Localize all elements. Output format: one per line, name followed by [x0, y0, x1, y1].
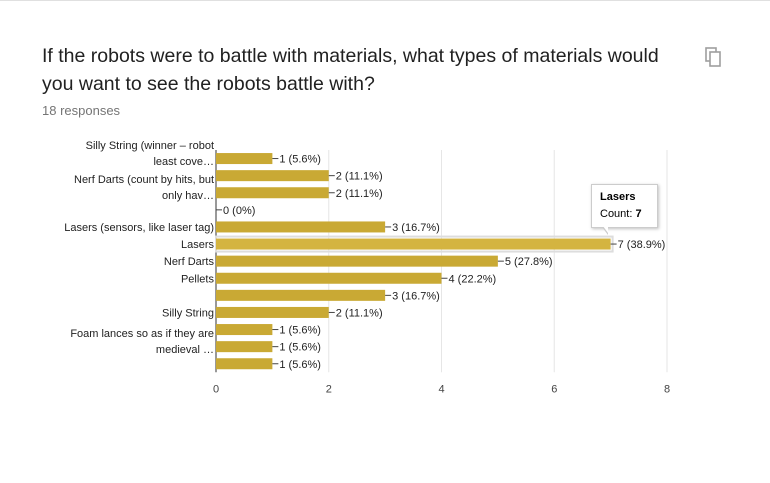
value-label: 7 (38.9%): [618, 239, 666, 251]
value-label: 1 (5.6%): [279, 359, 321, 371]
category-label: Silly String (winner – robot: [86, 140, 214, 152]
value-label: 1 (5.6%): [279, 342, 321, 354]
bar-chart: 0 2 4 6 8 1 (5.6%) Silly String (winner – robo…: [64, 140, 670, 395]
bar: [216, 272, 442, 284]
bar: [216, 341, 273, 353]
category-label: only hav…: [162, 190, 214, 202]
question-title: If the robots were to battle with materi…: [42, 45, 659, 95]
bar: [216, 238, 611, 250]
bar: [216, 358, 273, 370]
category-label: Pellets: [181, 273, 215, 285]
bar: [216, 221, 386, 233]
x-tick-label: 0: [213, 383, 219, 395]
response-count: 18 responses: [42, 103, 121, 118]
value-label: 2 (11.1%): [336, 171, 383, 183]
x-tick-label: 4: [438, 383, 444, 395]
value-label: 2 (11.1%): [336, 188, 383, 200]
value-label: 1 (5.6%): [279, 154, 321, 166]
bar: [216, 324, 273, 336]
copy-icon[interactable]: [702, 46, 726, 70]
bar: [216, 187, 329, 199]
category-label: Nerf Darts (count by hits, but: [74, 174, 214, 186]
category-label: Lasers (sensors, like laser tag): [64, 222, 214, 234]
bar: [216, 306, 329, 318]
tooltip-pointer-inner: [603, 226, 608, 233]
category-label: least cove…: [153, 156, 214, 168]
bar: [216, 153, 273, 165]
x-tick-label: 6: [551, 383, 557, 395]
bar: [216, 289, 386, 301]
x-tick-label: 2: [326, 383, 332, 395]
category-label: Lasers: [181, 239, 215, 251]
category-label: Silly String: [162, 307, 214, 319]
value-label: 0 (0%): [223, 205, 255, 217]
category-label: Foam lances so as if they are: [70, 328, 214, 340]
chart-tooltip: Lasers Count: 7: [591, 184, 658, 228]
value-label: 2 (11.1%): [336, 307, 383, 319]
bar: [216, 170, 329, 182]
x-tick-label: 8: [664, 383, 670, 395]
value-label: 3 (16.7%): [392, 290, 440, 302]
category-label: medieval …: [156, 344, 214, 356]
bar: [216, 255, 498, 267]
category-label: Nerf Darts: [164, 256, 215, 268]
value-label: 5 (27.8%): [505, 256, 553, 268]
value-label: 1 (5.6%): [279, 325, 321, 337]
tooltip-count: Count: 7: [600, 208, 642, 220]
tooltip-category: Lasers: [600, 191, 636, 203]
value-label: 3 (16.7%): [392, 222, 440, 234]
value-label: 4 (22.2%): [449, 273, 497, 285]
top-divider: [0, 0, 770, 1]
